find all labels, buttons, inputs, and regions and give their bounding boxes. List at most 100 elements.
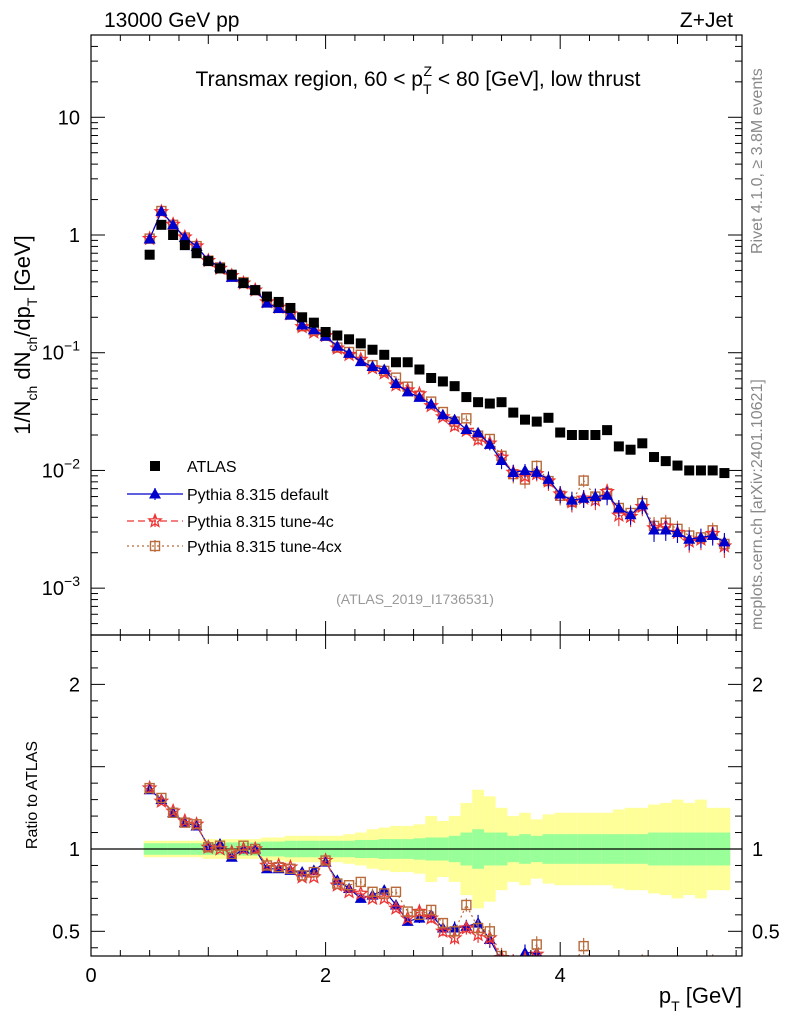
data-point [179, 240, 190, 251]
ratio-point [435, 923, 451, 939]
ratio-y-tick-label-right: 2 [752, 674, 763, 696]
ratio-point [285, 863, 296, 874]
ratio-point [352, 885, 369, 901]
main-point [565, 494, 578, 505]
main-ylabel: 1/Nch dNch/dpT [GeV] [10, 235, 40, 435]
main-point [610, 506, 627, 522]
ratio-point [603, 961, 612, 970]
main-point [542, 473, 555, 484]
main-point [413, 391, 426, 402]
data-point [261, 291, 272, 302]
ratio-point [449, 926, 460, 937]
main-point [706, 529, 719, 541]
main-series-line [149, 209, 725, 545]
ratio-point [238, 840, 249, 851]
data-point [355, 338, 366, 349]
ratio-point [624, 963, 636, 975]
main-point [307, 323, 320, 335]
legend-label: Pythia 8.315 tune-4c [187, 514, 334, 531]
main-point [612, 501, 625, 513]
ratio-point [671, 963, 683, 975]
ratio-point [648, 966, 660, 978]
ratio-point [626, 961, 635, 970]
main-point [601, 489, 614, 500]
ratio-point [512, 954, 514, 956]
ratio-point [484, 926, 496, 937]
ratio-point [544, 961, 553, 970]
data-point [191, 248, 202, 259]
data-point [344, 334, 355, 345]
ratio-point [156, 792, 167, 804]
ratio-point [638, 958, 647, 967]
data-point [238, 278, 249, 289]
ratio-panel: 0.5 0.5 1 1 2 2 Ratio to ATLAS [24, 634, 780, 980]
ratio-point [718, 968, 730, 980]
ratio-plot-area [91, 779, 742, 980]
main-point [472, 426, 485, 438]
data-point [203, 256, 214, 267]
data-point [285, 302, 296, 313]
ratio-point [696, 965, 705, 974]
ratio-point [601, 962, 613, 973]
ratio-point [695, 963, 707, 974]
data-point [273, 296, 284, 307]
data-point [402, 357, 413, 368]
data-point [484, 398, 495, 409]
data-point [684, 465, 695, 476]
main-point [554, 488, 567, 499]
data-point [426, 372, 437, 383]
main-point [448, 413, 461, 425]
ratio-point [566, 963, 578, 975]
ratio-point [567, 965, 576, 974]
ratio-point [650, 966, 659, 975]
ratio-point [720, 968, 729, 977]
ratio-point [203, 842, 214, 853]
ratio-point [685, 963, 694, 972]
main-point [718, 535, 731, 547]
ratio-point [343, 880, 355, 891]
main-point [694, 531, 707, 542]
ratio-point [273, 861, 284, 873]
ratio-point [578, 940, 589, 952]
ratio-point [472, 922, 484, 934]
main-point [425, 398, 438, 409]
ratio-series-line [149, 787, 591, 956]
data-point [250, 285, 261, 296]
main-point [272, 302, 285, 313]
data-point [637, 438, 648, 449]
ratio-point [625, 962, 637, 973]
main-point [435, 408, 451, 424]
ratio-point [578, 960, 590, 971]
data-point [660, 456, 671, 467]
legend-label: ATLAS [187, 459, 237, 476]
rivet-label: Rivet 4.1.0, ≥ 3.8M events [749, 68, 766, 254]
ratio-point [389, 898, 402, 910]
main-point [530, 466, 543, 477]
main-point [389, 377, 402, 388]
y-tick-label: 1 [69, 225, 80, 247]
ratio-point [613, 958, 625, 969]
data-point [719, 468, 730, 479]
main-point [294, 318, 311, 334]
ratio-point [507, 957, 519, 968]
ratio-point [591, 960, 600, 969]
main-point [354, 355, 367, 367]
data-point [226, 269, 237, 280]
ratio-point [461, 899, 472, 911]
data-point [437, 376, 448, 387]
data-point [520, 414, 530, 425]
ratio-point [354, 892, 367, 903]
ratio-point [673, 961, 682, 970]
data-point [695, 465, 706, 476]
ratio-point [191, 819, 202, 830]
ratio-series-line [149, 787, 540, 956]
main-point [436, 408, 449, 420]
ratio-point [214, 840, 226, 851]
data-point [496, 397, 507, 408]
ratio-point [320, 855, 331, 866]
data-point [215, 263, 226, 274]
main-point [577, 492, 590, 503]
main-point [578, 475, 589, 486]
main-point [671, 526, 684, 538]
data-point [144, 249, 155, 260]
